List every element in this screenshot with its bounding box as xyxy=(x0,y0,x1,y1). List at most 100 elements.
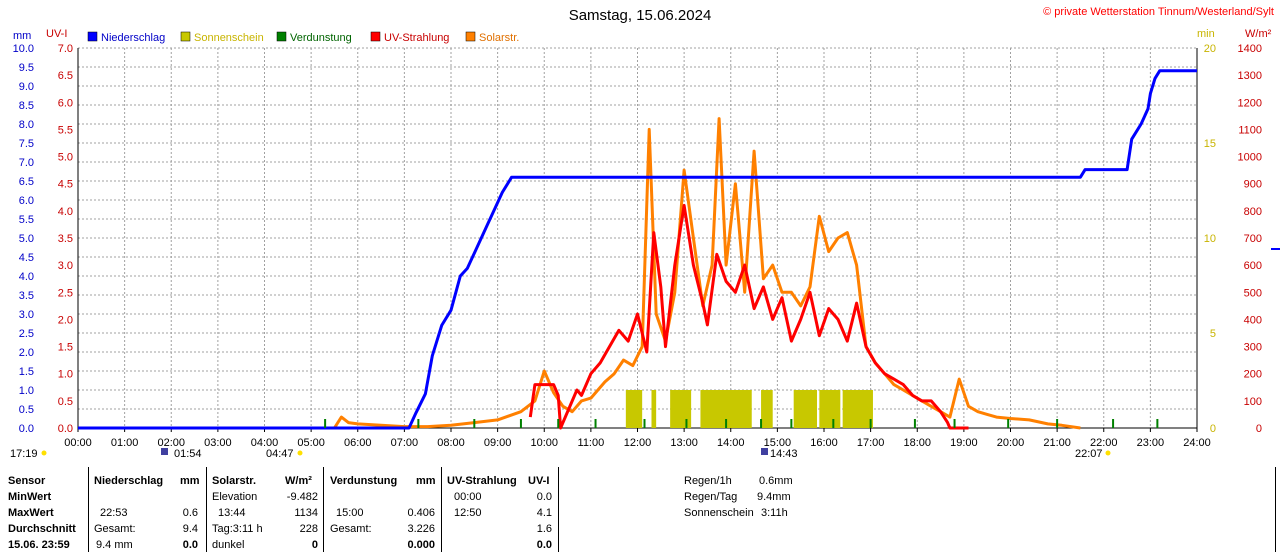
sunshine-bar xyxy=(761,390,773,428)
legend-label: Niederschlag xyxy=(101,32,165,44)
table-divider xyxy=(323,467,324,552)
y-tick-label-mm: 5.0 xyxy=(19,233,34,245)
y-tick-label-uv: 3.0 xyxy=(58,260,73,272)
sunrise-icon xyxy=(297,450,303,456)
low-elevation-icon xyxy=(161,448,168,455)
y-tick-label-min: 10 xyxy=(1204,233,1216,245)
x-tick-label: 05:00 xyxy=(297,437,325,449)
niederschlag-header: Niederschlag xyxy=(94,475,164,487)
solar-header: Solarstr. xyxy=(212,475,257,487)
y-tick-label-mm: 8.0 xyxy=(19,119,34,131)
y-tick-label-min: 15 xyxy=(1204,138,1216,150)
y-tick-label-mm: 2.0 xyxy=(19,347,34,359)
x-tick-label: 08:00 xyxy=(437,437,465,449)
row-label: Sensor xyxy=(8,475,46,487)
table-divider xyxy=(441,467,442,552)
x-tick-label: 01:00 xyxy=(111,437,139,449)
x-tick-label: 06:00 xyxy=(344,437,372,449)
y-tick-label-uv: 1.5 xyxy=(58,342,73,354)
y-tick-label-wm2: 900 xyxy=(1244,179,1262,191)
verdunstung-last-value: 0.000 xyxy=(407,539,435,551)
chart-title: Samstag, 15.06.2024 xyxy=(569,7,712,24)
axis-unit-min: min xyxy=(1197,28,1215,40)
solar-unit: W/m² xyxy=(285,475,312,487)
legend-swatch xyxy=(180,31,191,42)
verdunstung-max-value: 0.406 xyxy=(407,507,435,519)
axis-tick-labels: 0.0 0.5 1.0 1.5 2.0 2.5 3.0 3.5 4.0 4.5 5.0 5.5 6.0 6… xyxy=(13,43,1262,449)
summary-label: Regen/Tag xyxy=(684,491,738,503)
verdunstung-total: 3.226 xyxy=(407,523,435,535)
y-tick-label-wm2: 100 xyxy=(1244,396,1262,408)
y-tick-label-wm2: 600 xyxy=(1244,260,1262,272)
high-elevation-icon xyxy=(761,448,768,455)
solar-last-value: 0 xyxy=(311,539,318,551)
y-tick-label-uv: 1.0 xyxy=(58,369,73,381)
sunshine-bar xyxy=(625,390,643,428)
sunshine-bar xyxy=(793,390,818,428)
summary-value: 3:11h xyxy=(761,507,788,519)
x-tick-label: 03:00 xyxy=(204,437,232,449)
chart-grid xyxy=(77,47,1198,432)
current-value-marker xyxy=(1271,248,1280,250)
weather-chart: Samstag, 15.06.2024 © private Wetterstat… xyxy=(10,6,1280,460)
niederschlag-max-value: 0.6 xyxy=(182,507,198,519)
y-tick-label-min: 20 xyxy=(1204,43,1216,55)
verdunstung-header: Verdunstung xyxy=(330,475,398,487)
y-tick-label-mm: 3.0 xyxy=(19,309,34,321)
sunshine-bar xyxy=(651,390,657,428)
x-tick-label: 10:00 xyxy=(530,437,558,449)
sunrise-time: 04:47 xyxy=(266,448,294,460)
row-label: Durchschnitt xyxy=(8,523,76,535)
y-tick-label-mm: 7.5 xyxy=(19,138,34,150)
solar-min-value: -9.482 xyxy=(286,491,318,503)
x-tick-label: 13:00 xyxy=(670,437,698,449)
y-tick-label-mm: 5.5 xyxy=(19,214,34,226)
sunset-icon xyxy=(1105,450,1111,456)
sunshine-bars xyxy=(625,390,873,428)
uv-unit: UV-I xyxy=(528,475,550,487)
y-tick-label-uv: 2.0 xyxy=(58,314,73,326)
row-label: 15.06. 23:59 xyxy=(8,539,70,551)
last-update-time: 17:19 xyxy=(10,448,38,460)
table-divider xyxy=(206,467,207,552)
evaporation-marks xyxy=(324,419,1159,428)
legend-label: Solarstr. xyxy=(479,32,519,44)
axis-unit-uv: UV-I xyxy=(46,28,67,40)
y-tick-label-uv: 2.5 xyxy=(58,287,73,299)
y-tick-label-min: 5 xyxy=(1210,328,1216,340)
y-tick-label-wm2: 1300 xyxy=(1238,70,1262,82)
y-tick-label-wm2: 200 xyxy=(1244,369,1262,381)
y-tick-label-uv: 0.5 xyxy=(58,396,73,408)
series-lines xyxy=(78,69,1197,430)
solar-max-time: 13:44 xyxy=(218,507,246,519)
low-elevation-time: 01:54 xyxy=(174,448,202,460)
summary-value: 0.6mm xyxy=(759,475,793,487)
y-tick-label-wm2: 400 xyxy=(1244,314,1262,326)
uv-min-value: 0.0 xyxy=(536,491,552,503)
legend-swatch xyxy=(276,31,287,42)
legend-label: Sonnenschein xyxy=(194,32,264,44)
y-tick-label-min: 0 xyxy=(1210,423,1216,435)
y-tick-label-mm: 10.0 xyxy=(13,43,34,55)
y-tick-label-mm: 7.0 xyxy=(19,157,34,169)
y-tick-label-mm: 2.5 xyxy=(19,328,34,340)
legend: Niederschlag Sonnenschein Verdunstung UV-St… xyxy=(87,31,519,44)
x-tick-label: 18:00 xyxy=(903,437,931,449)
uv-min-time: 00:00 xyxy=(454,491,482,503)
y-tick-label-wm2: 500 xyxy=(1244,287,1262,299)
y-tick-label-wm2: 800 xyxy=(1244,206,1262,218)
table-divider xyxy=(1275,467,1276,552)
y-tick-label-uv: 6.0 xyxy=(58,97,73,109)
y-tick-label-wm2: 1400 xyxy=(1238,43,1262,55)
solar-max-value: 1134 xyxy=(294,507,318,519)
y-tick-label-mm: 0.0 xyxy=(19,423,34,435)
last-update-sun-icon xyxy=(41,450,47,456)
x-tick-label: 22:00 xyxy=(1090,437,1118,449)
solar-avg-value: 228 xyxy=(299,523,318,535)
x-tick-label: 02:00 xyxy=(157,437,185,449)
legend-swatch xyxy=(370,31,381,42)
uv-max-time: 12:50 xyxy=(454,507,482,519)
niederschlag-max-time: 22:53 xyxy=(100,507,128,519)
y-tick-label-mm: 6.5 xyxy=(19,176,34,188)
x-tick-label: 09:00 xyxy=(484,437,512,449)
